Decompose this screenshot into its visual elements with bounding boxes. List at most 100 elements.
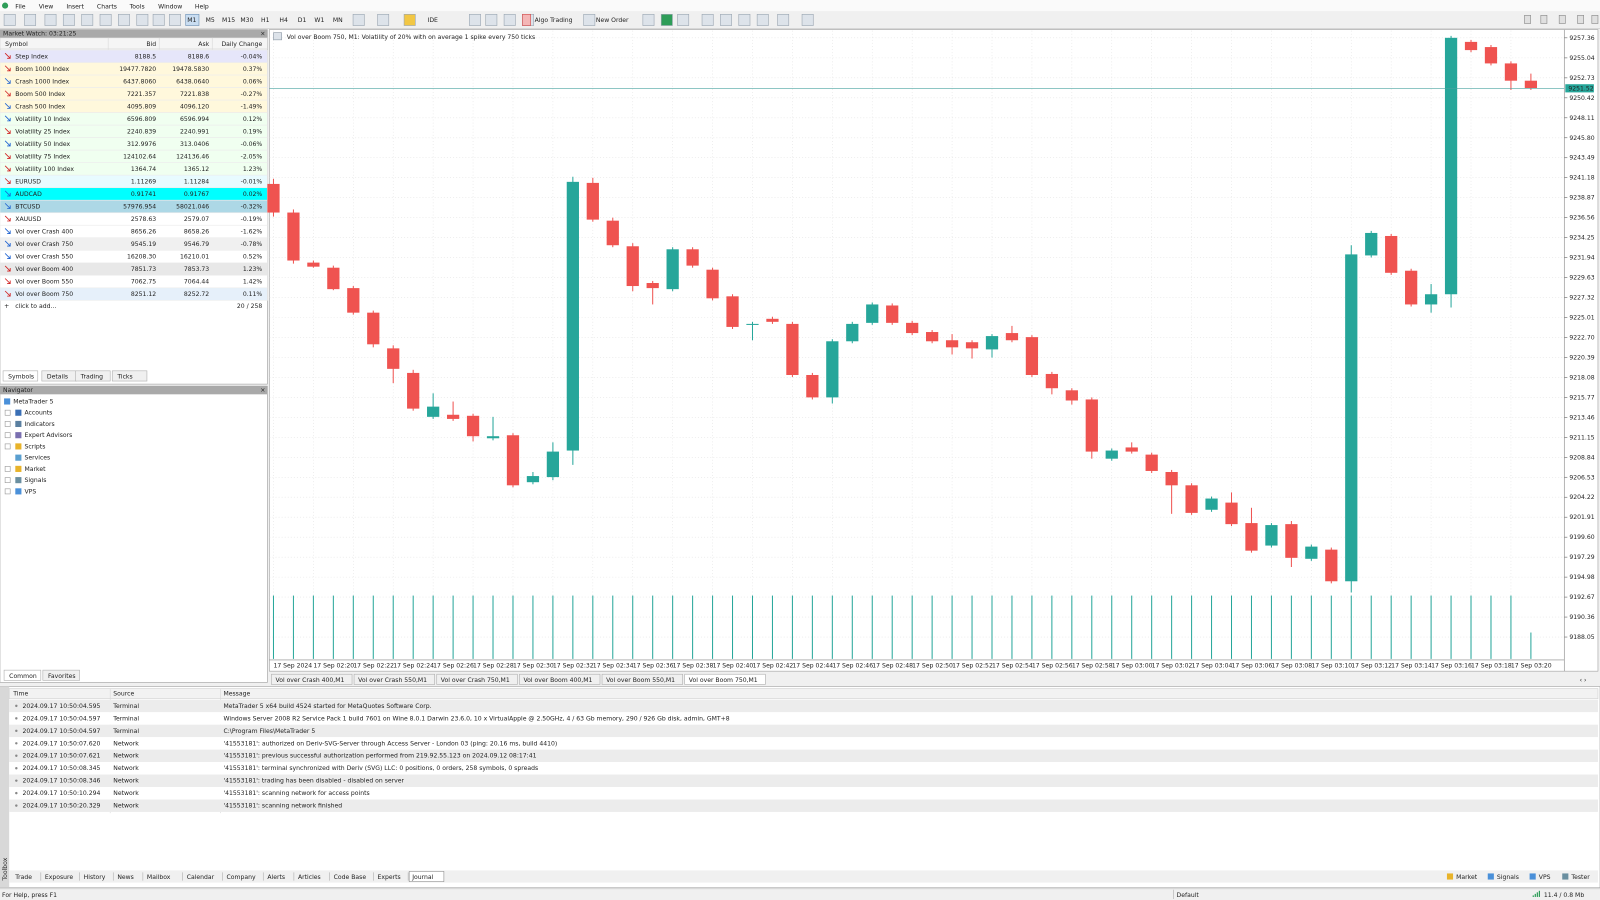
toolbar-button[interactable]: [403, 13, 416, 26]
chart-tab[interactable]: [601, 673, 683, 685]
toolbar-button[interactable]: [152, 13, 165, 26]
toolbar-button[interactable]: [99, 13, 112, 26]
toolbar-button[interactable]: [377, 13, 390, 26]
toolbar-button[interactable]: [469, 13, 481, 26]
chart-tab[interactable]: [684, 673, 766, 685]
column-header[interactable]: Source: [113, 691, 134, 698]
toolbar-button[interactable]: [136, 13, 149, 26]
tree-item[interactable]: Market: [24, 466, 46, 473]
toolbar-button[interactable]: [81, 13, 94, 26]
timeframe-button[interactable]: M1: [187, 17, 196, 24]
symbol-row[interactable]: [0, 287, 268, 301]
timeframe-button[interactable]: W1: [314, 17, 324, 24]
toolbar-button[interactable]: [677, 13, 690, 26]
tree-item[interactable]: VPS: [24, 488, 36, 495]
toolbox-tab[interactable]: Experts: [378, 874, 401, 881]
expand-box[interactable]: [4, 421, 11, 427]
toolbar-button[interactable]: [660, 13, 673, 26]
right-tab[interactable]: VPS: [1539, 874, 1551, 881]
tree-item[interactable]: MetaTrader 5: [13, 398, 53, 405]
symbol-name[interactable]: Step Index: [15, 53, 48, 60]
symbol-name[interactable]: Boom 500 Index: [15, 91, 65, 98]
scroll-arrows[interactable]: ‹ ›: [1580, 677, 1587, 684]
expand-box[interactable]: [4, 432, 11, 439]
menu-item[interactable]: Insert: [66, 4, 84, 11]
timeframe-button[interactable]: M30: [240, 17, 253, 24]
timeframe-button[interactable]: M5: [206, 17, 215, 24]
panel-tab-label[interactable]: Common: [9, 673, 37, 680]
right-tab[interactable]: Tester: [1570, 874, 1590, 881]
panel-tab[interactable]: [2, 370, 39, 382]
symbol-name[interactable]: Vol over Boom 400: [15, 266, 73, 273]
symbol-name[interactable]: Vol over Boom 750: [15, 291, 73, 298]
toolbar-button[interactable]: [777, 13, 790, 26]
toolbox-tab[interactable]: Mailbox: [147, 874, 171, 881]
toolbar-button[interactable]: [756, 13, 769, 26]
tree-item[interactable]: Scripts: [24, 443, 45, 450]
symbol-name[interactable]: Volatility 50 Index: [15, 141, 70, 148]
tree-item[interactable]: Signals: [24, 477, 46, 484]
toolbar-right-button[interactable]: [1577, 15, 1584, 24]
symbol-name[interactable]: Vol over Boom 550: [15, 279, 73, 286]
chart-tab[interactable]: [353, 673, 435, 685]
menu-item[interactable]: Help: [195, 4, 209, 11]
column-header[interactable]: Ask: [198, 41, 209, 48]
journal-row[interactable]: [9, 787, 1598, 800]
symbol-name[interactable]: Volatility 25 Index: [15, 128, 70, 135]
panel-close[interactable]: ×: [260, 31, 265, 38]
toolbar-button[interactable]: [62, 13, 75, 26]
panel-tab[interactable]: [75, 370, 111, 382]
menu-item[interactable]: Window: [158, 4, 182, 11]
toolbar-button[interactable]: [169, 13, 181, 26]
column-header[interactable]: Message: [223, 691, 250, 698]
toolbar-button[interactable]: [701, 13, 714, 26]
toolbar-button[interactable]: [720, 13, 732, 26]
click-to-add[interactable]: click to add...: [15, 303, 56, 310]
toolbox-tab[interactable]: News: [117, 874, 134, 881]
toolbox-tab[interactable]: Journal: [411, 874, 433, 881]
tree-item[interactable]: Expert Advisors: [24, 432, 72, 439]
toolbox-tab[interactable]: Company: [227, 874, 256, 881]
journal-row[interactable]: [9, 712, 1598, 725]
chart-tab[interactable]: [271, 673, 353, 685]
symbol-name[interactable]: Volatility 75 Index: [15, 153, 70, 160]
column-header[interactable]: Symbol: [5, 41, 28, 48]
journal-row[interactable]: [9, 774, 1598, 788]
toolbar-right-button[interactable]: [1591, 15, 1599, 24]
symbol-name[interactable]: Vol over Crash 400: [15, 228, 73, 235]
symbol-name[interactable]: Crash 1000 Index: [15, 78, 69, 85]
toolbar-button[interactable]: [352, 13, 365, 26]
chart-tab[interactable]: [436, 673, 518, 685]
journal-row[interactable]: [9, 737, 1598, 750]
symbol-name[interactable]: Vol over Crash 550: [15, 254, 73, 261]
expand-box[interactable]: [4, 443, 11, 450]
chart-tab-label[interactable]: Vol over Boom 750,M1: [689, 677, 758, 684]
toolbar-button[interactable]: [503, 13, 516, 26]
panel-tab[interactable]: [42, 669, 80, 681]
journal-row[interactable]: [9, 749, 1598, 763]
toolbox-tab[interactable]: Code Base: [334, 874, 367, 881]
panel-tab[interactable]: [3, 669, 42, 681]
new-order-button[interactable]: New Order: [596, 17, 629, 24]
symbol-name[interactable]: AUDCAD: [15, 191, 42, 198]
expand-box[interactable]: [4, 466, 11, 472]
toolbox-tab[interactable]: Exposure: [45, 874, 74, 881]
symbol-name[interactable]: Crash 500 Index: [15, 103, 65, 110]
chart-tab[interactable]: [519, 673, 601, 685]
menu-item[interactable]: File: [15, 4, 25, 11]
menu-item[interactable]: Charts: [97, 4, 117, 11]
panel-tab-label[interactable]: Symbols: [8, 373, 34, 380]
expand-box[interactable]: [4, 409, 11, 416]
toolbar-button[interactable]: [801, 13, 814, 26]
toolbox-tab[interactable]: Calendar: [187, 874, 215, 881]
tree-item[interactable]: Accounts: [24, 410, 52, 417]
timeframe-button[interactable]: H1: [261, 17, 270, 24]
toolbar-button[interactable]: [44, 13, 57, 26]
toolbar-button[interactable]: [642, 13, 655, 26]
journal-row[interactable]: [9, 699, 1598, 713]
chart-tab-label[interactable]: Vol over Boom 400,M1: [523, 677, 592, 684]
toolbar-right-button[interactable]: [1558, 15, 1566, 24]
ide-button[interactable]: IDE: [428, 17, 439, 24]
tree-item[interactable]: Indicators: [24, 421, 54, 428]
chart-tab-label[interactable]: Vol over Boom 550,M1: [606, 677, 675, 684]
